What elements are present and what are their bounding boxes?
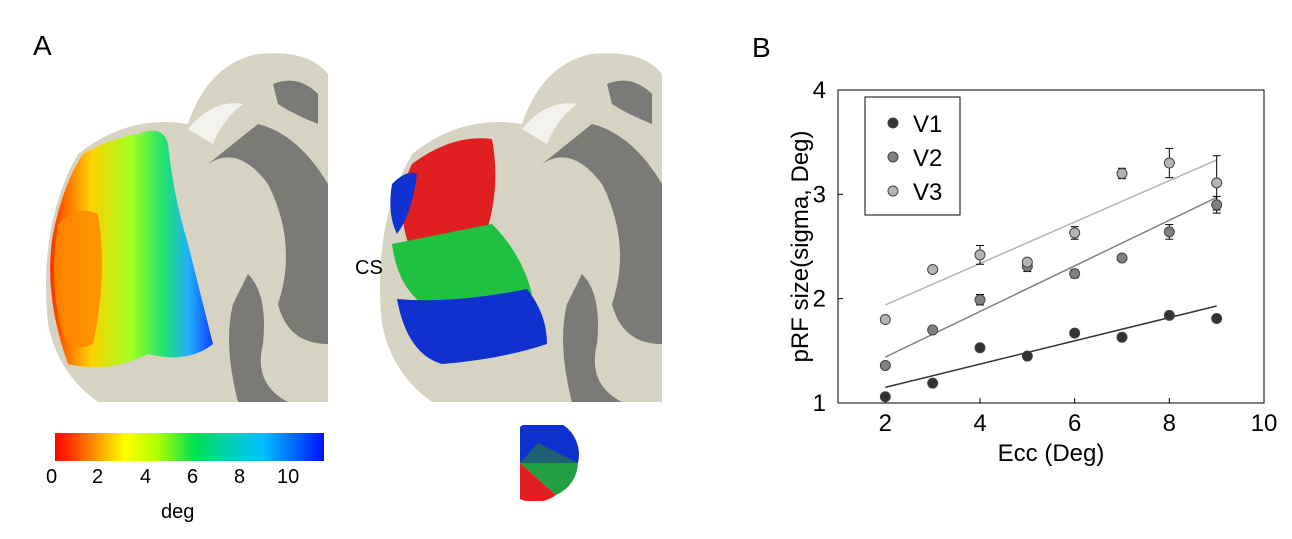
- wheel-red-sector: [520, 463, 556, 501]
- y-tick-label: 2: [813, 286, 826, 313]
- eccentricity-overlay-hot: [54, 210, 102, 348]
- data-point-v3: [1021, 256, 1033, 268]
- x-tick-label: 2: [879, 410, 892, 437]
- sulcus-patch: [208, 124, 328, 344]
- data-point-v2: [927, 324, 939, 336]
- data-point-v1: [879, 391, 891, 403]
- x-tick-label: 10: [1251, 410, 1278, 437]
- colorbar-unit: deg: [161, 501, 195, 523]
- x-axis-label: Ecc (Deg): [998, 440, 1105, 467]
- colorbar-tick: 6: [187, 466, 199, 488]
- data-point-v2: [974, 294, 986, 306]
- sulcus-patch: [273, 80, 318, 124]
- sulcus-patch: [229, 274, 288, 402]
- colorbar-tick: 4: [140, 466, 152, 488]
- data-point-v1: [1211, 312, 1223, 324]
- polar-angle-blue-region: [397, 289, 547, 364]
- sulcus-patch: [607, 80, 652, 124]
- colorbar-tick: 8: [234, 466, 246, 488]
- gyrus-highlight: [188, 103, 243, 144]
- data-point-v3: [927, 263, 939, 275]
- fit-lines: [885, 159, 1217, 389]
- eccentricity-colorbar: [55, 433, 324, 461]
- data-point-v2: [879, 359, 891, 371]
- y-axis-label: pRF size(sigma, Deg): [787, 130, 814, 362]
- legend-marker-v1: [887, 117, 899, 129]
- sulcus-patch: [563, 274, 622, 402]
- data-point-v2: [1069, 268, 1081, 280]
- legend-label-v1: V1: [913, 111, 942, 138]
- data-point-v2: [1163, 226, 1175, 238]
- colorbar-tick: 0: [46, 466, 58, 488]
- data-point-v2: [1211, 199, 1223, 211]
- data-point-v2: [1116, 252, 1128, 264]
- wheel-green-sector: [520, 463, 578, 495]
- cs-label: CS: [355, 257, 383, 279]
- data-point-v1: [1069, 327, 1081, 339]
- polar-angle-brain-map: [380, 53, 662, 402]
- data-point-v1: [1163, 309, 1175, 321]
- polar-angle-green-region: [392, 224, 532, 308]
- plot-frame: [837, 89, 1265, 404]
- x-tick-label: 8: [1163, 410, 1176, 437]
- panel-label-a: A: [33, 30, 52, 61]
- data-point-v3: [974, 249, 986, 261]
- y-tick-label: 1: [813, 390, 826, 417]
- polar-angle-color-wheel: [520, 425, 579, 501]
- data-point-v3: [1163, 157, 1175, 169]
- data-point-v3: [1211, 177, 1223, 189]
- legend-marker-v3: [887, 185, 899, 197]
- data-point-v1: [927, 377, 939, 389]
- colorbar-tick: 2: [92, 466, 104, 488]
- colorbar-tick: 10: [277, 466, 300, 488]
- y-tick-label: 4: [813, 77, 826, 104]
- gyrus-highlight: [522, 103, 577, 144]
- sulcus-patch: [542, 124, 662, 344]
- x-tick-label: 6: [1068, 410, 1081, 437]
- eccentricity-brain-map: [46, 53, 328, 402]
- data-point-v1: [974, 342, 986, 354]
- data-point-v1: [1116, 331, 1128, 343]
- y-tick-label: 3: [813, 181, 826, 208]
- data-points: [879, 157, 1223, 403]
- polar-angle-red-region: [402, 138, 496, 258]
- fit-line-v1: [885, 305, 1217, 389]
- legend-marker-v2: [887, 151, 899, 163]
- polar-angle-blue-edge: [390, 172, 417, 234]
- fit-line-v3: [885, 159, 1217, 306]
- wheel-mixed-sector: [520, 443, 578, 463]
- data-point-v3: [1069, 227, 1081, 239]
- legend-label-v2: V2: [913, 145, 942, 172]
- legend-label-v3: V3: [913, 179, 942, 206]
- data-point-v3: [879, 314, 891, 326]
- fit-line-v2: [885, 196, 1217, 358]
- legend-box: [864, 96, 961, 216]
- panel-label-b: B: [752, 32, 771, 63]
- data-point-v3: [1116, 167, 1128, 179]
- legend: V1 V2 V3: [864, 96, 961, 216]
- data-point-v1: [1021, 350, 1033, 362]
- x-tick-label: 4: [973, 410, 986, 437]
